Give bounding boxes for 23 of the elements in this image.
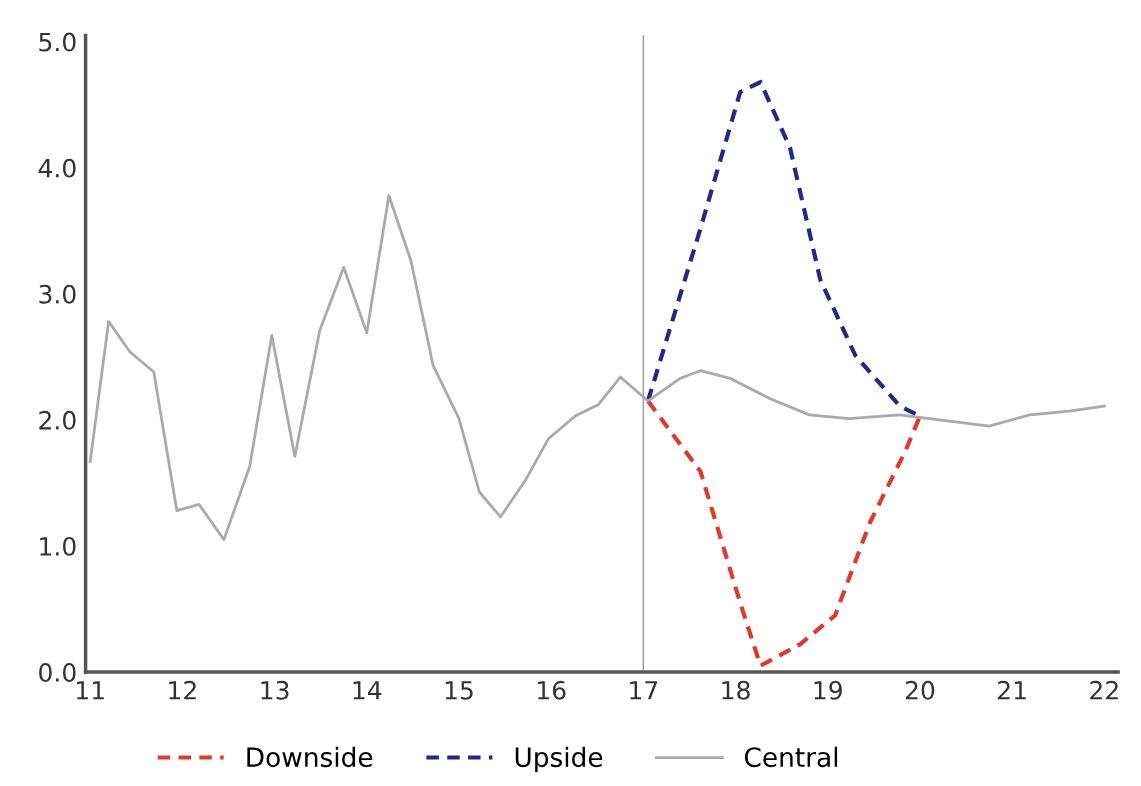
x-tick-label: 20 xyxy=(905,680,935,700)
line-series xyxy=(645,398,923,668)
x-tick-label: 17 xyxy=(630,681,658,700)
x-tick-label: 22 xyxy=(1090,680,1118,700)
y-tick-label: 5.0 xyxy=(39,32,76,52)
x-tick-label: 19 xyxy=(814,680,842,700)
x-tick-label: 13 xyxy=(261,680,289,700)
x-tick-label: 21 xyxy=(998,680,1026,700)
x-tick-label: 11 xyxy=(77,681,104,700)
y-tick-label: 1.0 xyxy=(40,536,76,556)
y-tick-label: 0.0 xyxy=(39,662,76,682)
legend-label: Upside xyxy=(515,746,603,773)
y-tick-label: 2.0 xyxy=(39,410,76,430)
x-tick-label: 12 xyxy=(169,680,196,700)
x-tick-label: 18 xyxy=(722,680,750,700)
x-tick-label: 15 xyxy=(445,681,473,700)
legend-label: Central xyxy=(744,746,838,768)
x-tick-label: 16 xyxy=(538,680,566,700)
y-tick-label: 4.0 xyxy=(38,158,76,178)
line-series xyxy=(88,194,1106,542)
y-tick-label: 3.0 xyxy=(39,284,76,304)
x-tick-label: 14 xyxy=(353,681,382,700)
legend-label: Downside xyxy=(247,746,373,768)
